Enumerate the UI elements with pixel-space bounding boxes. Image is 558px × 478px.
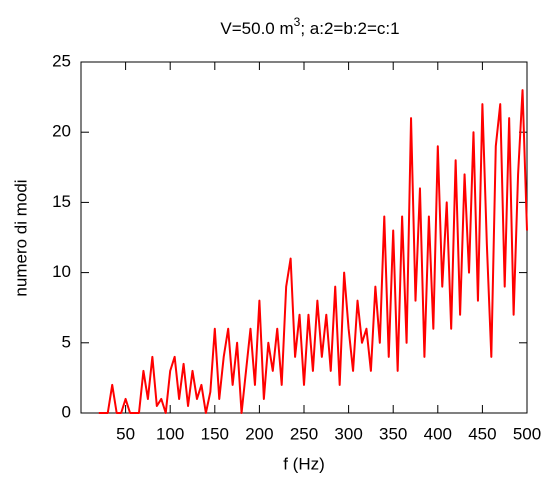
y-tick-label: 10 xyxy=(52,262,71,281)
x-tick-label: 200 xyxy=(245,424,273,443)
x-tick-label: 100 xyxy=(156,424,184,443)
x-tick-label: 250 xyxy=(290,424,318,443)
y-tick-label: 0 xyxy=(62,402,71,421)
title-superscript: 3 xyxy=(294,15,301,29)
title-text: ; a:2=b:2=c:1 xyxy=(300,19,399,38)
data-line xyxy=(98,89,528,414)
chart-title: V=50.0 m3; a:2=b:2=c:1 xyxy=(220,15,399,38)
x-axis-label: f (Hz) xyxy=(283,454,325,473)
x-tick-label: 400 xyxy=(424,424,452,443)
y-axis-label: numero di modi xyxy=(11,179,30,296)
x-tick-label: 350 xyxy=(379,424,407,443)
y-tick-label: 5 xyxy=(62,332,71,351)
y-tick-label: 20 xyxy=(52,122,71,141)
title-text: V=50.0 m xyxy=(220,19,293,38)
plot-frame xyxy=(80,61,528,414)
x-tick-label: 300 xyxy=(334,424,362,443)
x-tick-label: 50 xyxy=(116,424,135,443)
y-tick-label: 25 xyxy=(52,51,71,70)
x-tick-label: 500 xyxy=(513,424,541,443)
x-tick-label: 450 xyxy=(468,424,496,443)
x-tick-label: 150 xyxy=(201,424,229,443)
y-tick-label: 15 xyxy=(52,192,71,211)
